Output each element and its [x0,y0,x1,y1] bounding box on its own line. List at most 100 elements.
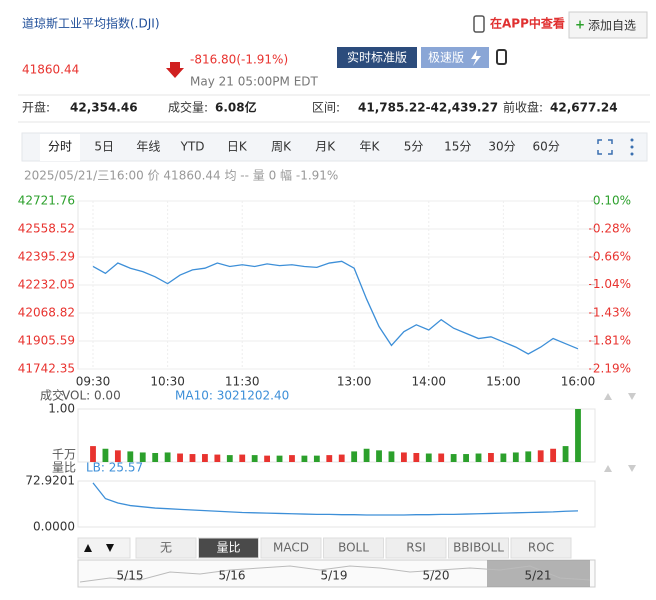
realtime-label: 实时标准版 [347,50,407,65]
volume-bar [500,453,507,462]
volume-bar [189,454,196,462]
x-tick-label: 11:30 [225,375,260,389]
indicator-tab[interactable] [510,537,572,559]
y2-tick-label: -1.81% [589,334,631,348]
volume-bar [276,455,283,462]
tab[interactable]: 60分 [533,140,560,154]
stat-label: 成交量: [168,100,208,115]
info-line: 2025/05/21/三16:00 价 41860.44 均 -- 量 0 幅 … [24,168,338,183]
stat-value: 42,354.46 [70,101,138,115]
tab[interactable]: 30分 [488,140,515,154]
title: 道琼斯工业平均指数(.DJI) [22,16,160,31]
indicator-tab-label: MACD [273,541,309,555]
volume-bar [313,455,320,462]
navigator-dates: 5/15 5/16 5/19 5/20 5/21 [117,569,552,583]
volume-bar [338,454,345,462]
add-watch-button[interactable] [568,11,648,39]
volume-bar [164,452,171,462]
volume-bar [450,454,457,462]
navigator-date: 5/15 [117,569,144,583]
plus-icon: + [575,18,585,32]
tab[interactable]: 日K [227,140,248,154]
tab-bar [21,132,648,162]
x-tick-label: 09:30 [76,375,111,389]
y-tick-label: 41742.35 [18,362,75,376]
tab[interactable]: YTD [180,140,205,154]
tab[interactable]: 15分 [444,140,471,154]
y-tick-label: 42068.82 [18,306,75,320]
y2-tick-label: -2.19% [589,362,631,376]
indicator-tab-label: RSI [406,541,426,555]
tab[interactable]: 分时 [48,140,72,154]
volume-bar [438,453,445,462]
volume-bar [550,448,557,462]
volume-bar [139,452,146,462]
y-tick-label: 1.00 [48,402,75,416]
volume-bar [525,451,532,462]
active-tab [40,134,80,161]
stat-value: 42,677.24 [550,101,618,115]
volume-bar [537,450,544,462]
indicator-tab[interactable] [260,537,322,559]
volume-bar [202,454,208,462]
x-tick-label: 14:00 [411,375,446,389]
change: -816.80(-1.91%) [190,53,288,67]
volume-bar [562,446,569,462]
down-arrow [166,62,184,78]
volume-bar [177,453,183,462]
indicator-tab-label: BBIBOLL [453,541,504,555]
volume-bar [264,455,271,462]
volume-bar [512,452,519,462]
price-line [92,260,579,355]
x-tick-label: 10:30 [150,375,185,389]
stats: 开盘: 42,354.46 成交量: 6.08亿 区间: 41,785.22-4… [22,100,618,115]
x-tick-label: 15:00 [486,375,521,389]
y-tick-label: 42395.29 [18,250,75,264]
volume-bar [226,455,233,462]
stat-value: 41,785.22-42,439.27 [358,101,498,115]
volume-bar [289,455,295,462]
y2-tick-label: 0.10% [593,194,631,208]
plot-frame [77,480,596,528]
tab[interactable]: 周K [271,140,292,154]
navigator-date: 5/21 [525,569,552,583]
volume-bar [301,455,308,462]
indicator-tab[interactable] [135,537,197,559]
expand-icon [597,139,613,155]
y-tick-label: 42232.05 [18,278,75,292]
indicator-tabs: 无 量比 MACD BOLL RSI BBIBOLL ROC [135,537,572,559]
volume-bar [363,448,370,462]
up-button[interactable] [84,544,92,552]
x-tick-label: 13:00 [337,375,372,389]
stat-label: 前收盘: [503,100,543,115]
fast-button[interactable] [421,47,489,68]
stat-value: 6.08亿 [215,100,257,115]
down-button[interactable] [106,544,114,552]
tab[interactable]: 5日 [94,140,114,154]
volume-bar [413,452,420,462]
volume-bar [575,409,581,462]
tab[interactable]: 年线 [136,140,160,154]
bolt-icon [471,50,481,66]
tab[interactable]: 年K [359,140,380,154]
realtime-button[interactable] [337,47,417,68]
indicator-tab[interactable] [198,537,259,559]
y-tick-label: 42721.76 [18,194,75,208]
y-tick-label: 42558.52 [18,222,75,236]
volume-bar [376,450,382,462]
navigator-date: 5/19 [321,569,348,583]
volume-bar [475,453,482,462]
tab[interactable]: 月K [315,140,336,154]
indicator-tab-label: ROC [528,541,554,555]
navigator-date: 5/16 [219,569,246,583]
indicator-tab[interactable] [323,537,384,559]
panel-label: 量比 [52,461,76,475]
app-link[interactable]: 在APP中查看 [490,16,565,31]
indicator-tab[interactable] [448,537,509,559]
x-tick-label: 16:00 [561,375,596,389]
indicator-tab[interactable] [385,537,447,559]
tab[interactable]: 5分 [404,140,424,154]
volume-bar [152,452,159,462]
y-tick-label: 41905.59 [18,333,75,347]
